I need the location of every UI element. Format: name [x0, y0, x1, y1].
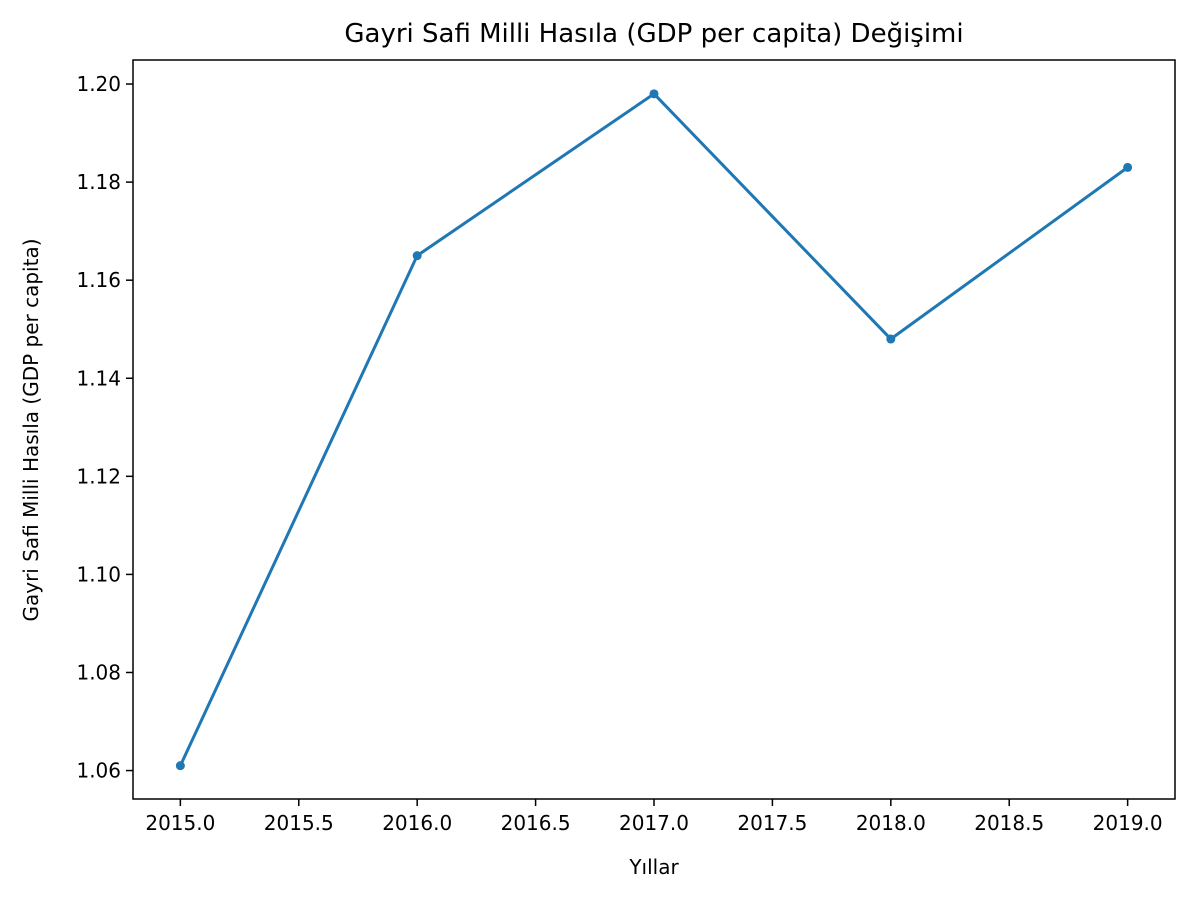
data-point: [1123, 162, 1133, 172]
x-axis-label: Yıllar: [628, 855, 679, 879]
y-tick-label: 1.14: [76, 366, 121, 390]
chart-title: Gayri Safi Milli Hasıla (GDP per capita)…: [344, 19, 963, 49]
y-tick-label: 1.08: [76, 660, 121, 684]
y-tick-label: 1.06: [76, 759, 121, 783]
x-tick-label: 2017.5: [737, 811, 807, 835]
y-axis-label: Gayri Safi Milli Hasıla (GDP per capita): [19, 238, 43, 621]
data-point: [175, 761, 185, 771]
data-point: [886, 334, 896, 344]
series-line: [178, 92, 1130, 768]
y-tick-label: 1.10: [76, 562, 121, 586]
x-tick-label: 2015.0: [145, 811, 215, 835]
data-point: [649, 89, 659, 99]
x-tick-label: 2017.0: [619, 811, 689, 835]
plot-frame: [132, 59, 1176, 800]
x-tick-label: 2019.0: [1093, 811, 1163, 835]
x-tick-label: 2016.5: [501, 811, 571, 835]
y-tick-label: 1.12: [76, 464, 121, 488]
x-tick-label: 2016.0: [382, 811, 452, 835]
y-tick-label: 1.20: [76, 72, 121, 96]
data-point: [412, 251, 422, 261]
y-tick-label: 1.18: [76, 170, 121, 194]
x-tick-label: 2015.5: [264, 811, 334, 835]
x-axis: 2015.0 2015.5 2016.0 2016.5 2017.0 2017.5 2018…: [145, 799, 1163, 835]
series-layer: [175, 89, 1133, 771]
y-tick-label: 1.16: [76, 268, 121, 292]
x-tick-label: 2018.0: [856, 811, 926, 835]
x-tick-label: 2018.5: [974, 811, 1044, 835]
y-axis: 1.06 1.08 1.10 1.12 1.14 1.16 1.18 1.20: [76, 72, 133, 783]
